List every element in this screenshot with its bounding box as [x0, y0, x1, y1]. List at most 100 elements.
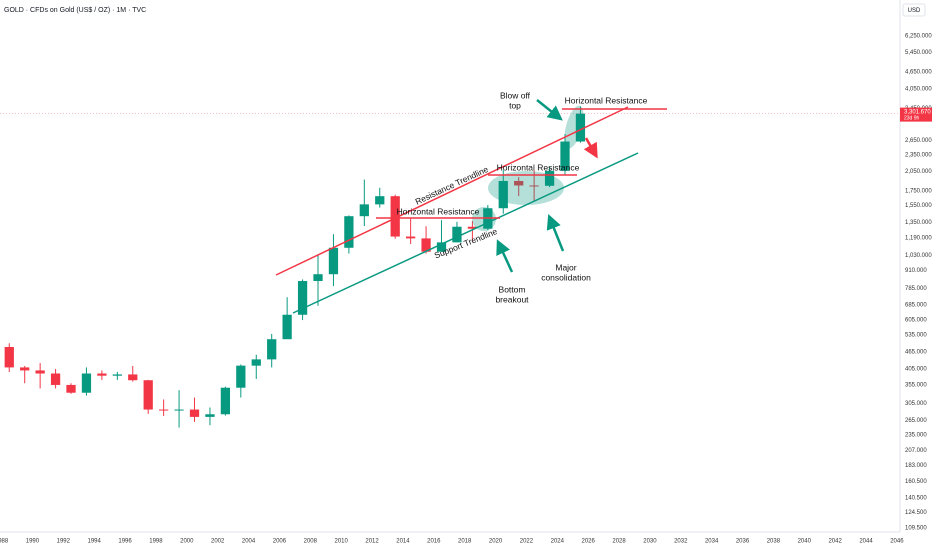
x-tick-label: 2016: [427, 539, 441, 545]
annotation: breakout: [495, 294, 529, 304]
highlight: [564, 105, 584, 149]
candle-body: [50, 373, 61, 385]
candle-body: [514, 180, 524, 186]
candle-body: [205, 414, 215, 417]
y-tick-label: 4,050.000: [905, 86, 932, 92]
y-tick-label: 235.000: [905, 433, 927, 439]
candle-body: [344, 216, 354, 248]
annotation: Bottom: [499, 284, 526, 294]
last-price-box: [900, 107, 932, 122]
arrow: [546, 214, 565, 252]
x-tick-label: 2038: [767, 539, 781, 545]
currency: USD: [908, 8, 921, 14]
chart-title: GOLD · CFDs on Gold (US$ / OZ) · 1M · TV…: [4, 7, 146, 14]
candle-body: [4, 346, 14, 368]
arrow: [496, 239, 514, 273]
candle-body: [251, 359, 261, 366]
candle-body: [66, 384, 76, 393]
y-tick-label: 685.000: [905, 303, 927, 309]
x-tick-label: 2040: [798, 539, 812, 545]
currency-box: [902, 3, 926, 17]
y-tick-label: 5,450.000: [905, 50, 932, 56]
annotation: consolidation: [541, 272, 591, 282]
y-tick-label: 305.000: [905, 401, 927, 407]
x-tick-label: 2032: [674, 539, 688, 545]
candle-body: [35, 370, 45, 374]
y-tick-label: 124.500: [905, 510, 927, 516]
candle-body: [498, 180, 508, 209]
x-tick-label: 2030: [643, 539, 657, 545]
candle-body: [81, 373, 92, 393]
annotation: Horizontal Resistance: [497, 162, 580, 172]
candle-body: [436, 242, 447, 252]
candle-body: [159, 409, 169, 411]
x-tick-label: 1990: [26, 539, 40, 545]
x-tick-label: 2042: [828, 539, 842, 545]
x-tick-label: 1996: [118, 539, 132, 545]
candle-body: [452, 226, 462, 243]
x-tick-label: 2014: [396, 539, 410, 545]
arrow: [536, 99, 563, 121]
candle-body: [112, 374, 122, 376]
y-tick-label: 465.000: [905, 350, 927, 356]
y-tick-label: 1,030.000: [905, 253, 932, 259]
highlight: [472, 207, 496, 231]
candle-body: [236, 365, 246, 388]
x-tick-label: 2046: [890, 539, 904, 545]
y-tick-label: 160.500: [905, 479, 927, 485]
y-tick-label: 1,350.000: [905, 220, 932, 226]
x-tick-label: 2004: [242, 539, 256, 545]
candle-body: [467, 226, 478, 229]
x-tick-label: 2026: [581, 539, 595, 545]
candle-body: [297, 281, 308, 315]
candle-body: [406, 236, 416, 239]
y-tick-label: 2,350.000: [905, 153, 932, 159]
countdown: 23d 9h: [904, 115, 920, 121]
annotation: Horizontal Resistance: [397, 206, 480, 216]
candle-body: [97, 373, 107, 376]
y-tick-label: 1,190.000: [905, 235, 932, 241]
y-tick-label: 265.000: [905, 418, 927, 424]
y-tick-label: 1,750.000: [905, 188, 932, 194]
candle-body: [359, 204, 369, 217]
annotation: Major: [555, 262, 576, 272]
y-tick-label: 109.500: [905, 526, 927, 532]
x-tick-label: 2000: [180, 539, 194, 545]
candle-body: [174, 409, 184, 411]
axes: 109.500 124.500 140.500 160.500 183.000 207.0…: [0, 34, 932, 545]
x-tick-label: 2008: [304, 539, 318, 545]
x-tick-label: 2006: [273, 539, 287, 545]
x-tick-label: 2028: [612, 539, 626, 545]
candle-body: [313, 274, 323, 282]
y-tick-label: 2,650.000: [905, 138, 932, 144]
candle-body: [421, 238, 431, 252]
x-tick-label: 2024: [551, 539, 565, 545]
x-tick-label: 2018: [458, 539, 472, 545]
candle-body: [282, 314, 292, 340]
y-tick-label: 1,550.000: [905, 203, 932, 209]
x-tick-label: 2044: [859, 539, 873, 545]
y-tick-label: 207.000: [905, 448, 927, 454]
x-tick-label: 2012: [365, 539, 379, 545]
x-tick-label: 1992: [57, 539, 71, 545]
y-tick-label: 2,050.000: [905, 169, 932, 175]
candle-body: [20, 367, 30, 371]
y-tick-label: 183.000: [905, 463, 927, 469]
x-tick-label: 1994: [87, 539, 101, 545]
y-tick-label: 605.000: [905, 318, 927, 324]
y-tick-label: 355.000: [905, 383, 927, 389]
y-tick-label: 405.000: [905, 366, 927, 372]
candle-body: [529, 185, 539, 187]
candle-body: [328, 247, 339, 275]
support-trendline: [292, 152, 639, 314]
candle-body: [575, 113, 586, 142]
x-tick-label: 1998: [149, 539, 163, 545]
candles: [0, 106, 900, 428]
candle-body: [128, 374, 138, 381]
x-tick-label: 2034: [705, 539, 719, 545]
highlight: [488, 171, 564, 205]
candle-body: [220, 387, 231, 415]
x-tick-label: 2002: [211, 539, 225, 545]
